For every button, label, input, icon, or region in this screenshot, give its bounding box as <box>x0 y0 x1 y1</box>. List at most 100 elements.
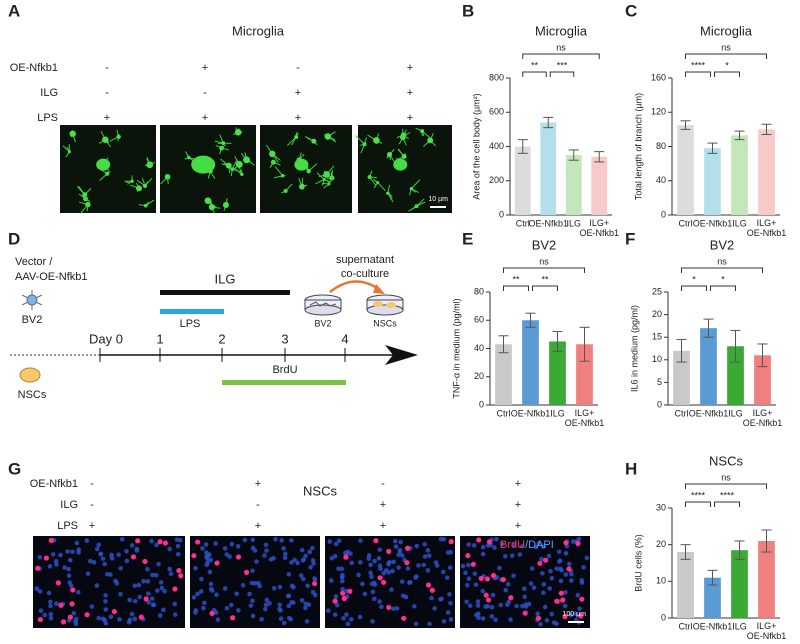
cell-body <box>164 174 171 180</box>
brdu-nucleus <box>575 540 581 546</box>
nucleus <box>554 621 559 626</box>
nucleus <box>157 613 163 618</box>
cell-body <box>136 185 142 192</box>
nucleus <box>292 557 297 563</box>
nucleus <box>379 604 384 610</box>
condition-sign: + <box>295 112 301 124</box>
nucleus <box>372 558 377 564</box>
nucleus <box>96 542 102 548</box>
significance-bracket <box>681 285 707 291</box>
nucleus <box>116 552 122 558</box>
nucleus <box>224 552 230 557</box>
x-tick-label: Ctrl <box>497 408 511 418</box>
x-tick-label: ILG <box>732 218 747 228</box>
brdu-nucleus <box>70 587 76 593</box>
brdu-nucleus <box>401 615 407 621</box>
nucleus <box>240 582 246 588</box>
nucleus <box>407 579 413 585</box>
nucleus <box>376 556 382 561</box>
nucleus <box>493 617 498 623</box>
nucleus <box>559 567 564 573</box>
timeline-arrow <box>385 345 418 365</box>
nucleus <box>54 601 59 606</box>
x-tick-label: Ctrl <box>679 621 693 631</box>
condition-sign: + <box>407 87 413 99</box>
nucleus <box>511 573 516 579</box>
y-tick-label: 5 <box>657 377 662 387</box>
nucleus <box>356 572 361 578</box>
nucleus <box>228 602 234 608</box>
stain-label: /DAPI <box>525 539 554 551</box>
nucleus <box>175 551 181 557</box>
nucleus <box>325 608 331 614</box>
nucleus <box>222 546 228 551</box>
cell-body <box>294 158 309 171</box>
condition-name: LPS <box>37 112 58 124</box>
panel-letter: C <box>625 1 637 20</box>
nucleus <box>539 556 544 562</box>
nucleus <box>392 538 398 544</box>
nucleus <box>357 614 363 620</box>
cell-body <box>414 204 419 209</box>
nucleus <box>541 582 547 587</box>
brdu-nucleus <box>377 575 383 581</box>
nucleus <box>386 561 391 566</box>
y-axis-label: Area of the cell body (µm²) <box>471 93 481 199</box>
x-tick-label: ILG <box>550 408 565 418</box>
nucleus <box>476 615 481 621</box>
condition-sign: + <box>202 112 208 124</box>
panel-letter: E <box>462 229 473 248</box>
nucleus <box>304 619 310 624</box>
nucleus <box>236 608 241 613</box>
significance-label: * <box>721 274 725 284</box>
nucleus <box>37 554 43 560</box>
cell-body <box>234 128 242 136</box>
y-tick-label: 600 <box>489 107 504 117</box>
y-tick-label: 0 <box>479 399 484 409</box>
nucleus <box>118 565 123 571</box>
nucleus <box>492 545 497 550</box>
y-tick-label: 0 <box>657 399 662 409</box>
nucleus <box>333 594 339 599</box>
cell-body <box>362 142 367 147</box>
nucleus <box>546 553 552 559</box>
nucleus <box>242 537 248 543</box>
brdu-nucleus <box>566 566 572 572</box>
nucleus <box>137 594 143 600</box>
nucleus <box>533 544 539 550</box>
brdu-nucleus <box>373 538 379 544</box>
nucleus <box>289 538 294 543</box>
nucleus <box>370 619 375 624</box>
nucleus <box>489 614 495 619</box>
brdu-nucleus <box>209 610 215 617</box>
condition-sign: - <box>381 478 385 490</box>
brdu-nucleus <box>135 538 141 544</box>
cell-process <box>274 166 284 177</box>
cell-body <box>327 182 331 186</box>
nucleus <box>310 558 316 563</box>
nucleus <box>67 580 73 586</box>
nucleus <box>103 599 108 604</box>
nucleus <box>117 617 122 622</box>
condition-sign: + <box>407 112 413 124</box>
coculture-label: supernatant <box>336 254 394 266</box>
nucleus <box>544 618 550 623</box>
nucleus <box>368 570 373 576</box>
condition-sign: - <box>256 499 260 511</box>
nucleus <box>103 620 109 626</box>
nucleus <box>579 580 585 585</box>
y-axis-label: BrdU cells (%) <box>633 534 643 592</box>
significance-bracket <box>685 53 767 59</box>
condition-sign: + <box>380 499 386 511</box>
significance-bracket <box>714 71 740 77</box>
nucleus <box>105 571 110 577</box>
cell-body <box>294 135 299 140</box>
nucleus <box>575 592 581 598</box>
nucleus <box>441 619 447 624</box>
significance-bracket <box>710 285 736 291</box>
nucleus <box>426 553 432 558</box>
condition-sign: - <box>90 478 94 490</box>
nucleus <box>263 542 269 548</box>
y-axis-label: IL6 in medium (pg/ml) <box>629 305 639 392</box>
cell-body <box>269 150 276 158</box>
